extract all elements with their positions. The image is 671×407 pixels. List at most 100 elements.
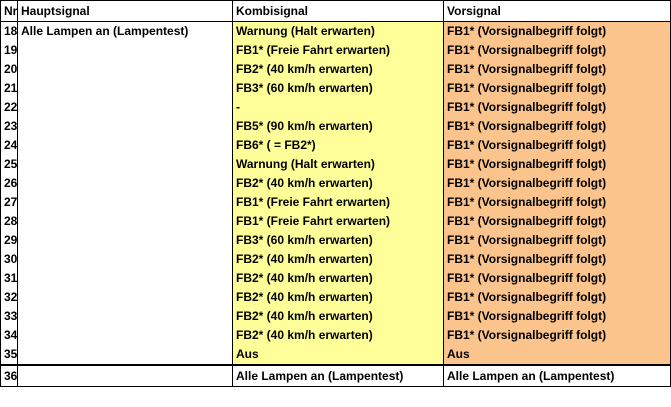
table-row: 25 Warnung (Halt erwarten) FB1* (Vorsignal…: [0, 155, 671, 174]
table-row: 34 FB2* (40 km/h erwarten) FB1* (Vorsignal…: [0, 326, 671, 345]
cell-nr: 22: [0, 98, 18, 117]
cell-kombisignal: Warnung (Halt erwarten): [232, 21, 444, 41]
cell-nr: 30: [0, 250, 18, 269]
cell-nr: 20: [0, 60, 18, 79]
cell-hauptsignal: [17, 231, 233, 250]
cell-vorsignal: FB1* (Vorsignalbegriff folgt): [443, 288, 671, 307]
cell-vorsignal: FB1* (Vorsignalbegriff folgt): [443, 212, 671, 231]
cell-hauptsignal: [17, 364, 233, 387]
header-vorsignal: Vorsignal: [443, 0, 671, 22]
cell-nr: 24: [0, 136, 18, 155]
table-row: 21 FB3* (60 km/h erwarten) FB1* (Vorsignal…: [0, 79, 671, 98]
table-row: 23 FB5* (90 km/h erwarten) FB1* (Vorsignal…: [0, 117, 671, 136]
table-row: 24 FB6* ( = FB2*) FB1* (Vorsignalbegriff f…: [0, 136, 671, 155]
cell-vorsignal: Alle Lampen an (Lampentest): [443, 364, 671, 387]
signal-table: Nr. Hauptsignal Kombisignal Vorsignal 18…: [0, 0, 671, 387]
cell-hauptsignal: [17, 41, 233, 60]
cell-vorsignal: FB1* (Vorsignalbegriff folgt): [443, 155, 671, 174]
header-hauptsignal: Hauptsignal: [17, 0, 233, 22]
cell-kombisignal: FB2* (40 km/h erwarten): [232, 250, 444, 269]
cell-kombisignal: FB1* (Freie Fahrt erwarten): [232, 41, 444, 60]
table-row: 19 FB1* (Freie Fahrt erwarten) FB1* (Vorsi…: [0, 41, 671, 60]
table-row: 32 FB2* (40 km/h erwarten) FB1* (Vorsignal…: [0, 288, 671, 307]
cell-kombisignal: FB2* (40 km/h erwarten): [232, 326, 444, 345]
cell-vorsignal: FB1* (Vorsignalbegriff folgt): [443, 21, 671, 41]
cell-nr: 18: [0, 21, 18, 41]
table-row: 31 FB2* (40 km/h erwarten) FB1* (Vorsignal…: [0, 269, 671, 288]
cell-hauptsignal: [17, 212, 233, 231]
cell-kombisignal: FB5* (90 km/h erwarten): [232, 117, 444, 136]
cell-hauptsignal: [17, 345, 233, 366]
cell-nr: 34: [0, 326, 18, 345]
cell-hauptsignal: [17, 307, 233, 326]
table-row: 22 - FB1* (Vorsignalbegriff folgt): [0, 98, 671, 117]
table-row: 26 FB2* (40 km/h erwarten) FB1* (Vorsignal…: [0, 174, 671, 193]
cell-vorsignal: FB1* (Vorsignalbegriff folgt): [443, 307, 671, 326]
table-row: 28 FB1* (Freie Fahrt erwarten) FB1* (Vorsi…: [0, 212, 671, 231]
cell-vorsignal: Aus: [443, 345, 671, 366]
cell-nr: 26: [0, 174, 18, 193]
cell-vorsignal: FB1* (Vorsignalbegriff folgt): [443, 41, 671, 60]
cell-hauptsignal: [17, 250, 233, 269]
cell-vorsignal: FB1* (Vorsignalbegriff folgt): [443, 117, 671, 136]
cell-hauptsignal: [17, 117, 233, 136]
table-row: 35 Aus Aus: [0, 345, 671, 366]
header-row: Nr. Hauptsignal Kombisignal Vorsignal: [0, 0, 671, 22]
table-footer: 36 Alle Lampen an (Lampentest) Alle Lamp…: [0, 364, 671, 387]
cell-vorsignal: FB1* (Vorsignalbegriff folgt): [443, 326, 671, 345]
cell-hauptsignal: [17, 60, 233, 79]
header-kombisignal: Kombisignal: [232, 0, 444, 22]
table-row: 30 FB2* (40 km/h erwarten) FB1* (Vorsignal…: [0, 250, 671, 269]
cell-vorsignal: FB1* (Vorsignalbegriff folgt): [443, 136, 671, 155]
cell-hauptsignal: [17, 98, 233, 117]
cell-nr: 28: [0, 212, 18, 231]
cell-kombisignal: FB2* (40 km/h erwarten): [232, 288, 444, 307]
table-body: 18 Alle Lampen an (Lampentest) Warnung (Ha…: [0, 21, 671, 366]
cell-vorsignal: FB1* (Vorsignalbegriff folgt): [443, 231, 671, 250]
cell-hauptsignal: [17, 174, 233, 193]
cell-vorsignal: FB1* (Vorsignalbegriff folgt): [443, 269, 671, 288]
cell-vorsignal: FB1* (Vorsignalbegriff folgt): [443, 250, 671, 269]
header-nr: Nr.: [0, 0, 18, 22]
cell-kombisignal: -: [232, 98, 444, 117]
cell-kombisignal: FB2* (40 km/h erwarten): [232, 174, 444, 193]
cell-nr: 33: [0, 307, 18, 326]
cell-kombisignal: FB3* (60 km/h erwarten): [232, 79, 444, 98]
cell-kombisignal: Aus: [232, 345, 444, 366]
cell-vorsignal: FB1* (Vorsignalbegriff folgt): [443, 98, 671, 117]
cell-nr: 31: [0, 269, 18, 288]
cell-vorsignal: FB1* (Vorsignalbegriff folgt): [443, 174, 671, 193]
cell-kombisignal: FB2* (40 km/h erwarten): [232, 307, 444, 326]
cell-hauptsignal: [17, 288, 233, 307]
table-row: 33 FB2* (40 km/h erwarten) FB1* (Vorsignal…: [0, 307, 671, 326]
cell-kombisignal: FB1* (Freie Fahrt erwarten): [232, 193, 444, 212]
cell-kombisignal: Warnung (Halt erwarten): [232, 155, 444, 174]
cell-nr: 36: [0, 364, 18, 387]
cell-nr: 32: [0, 288, 18, 307]
cell-nr: 29: [0, 231, 18, 250]
cell-hauptsignal: [17, 269, 233, 288]
table-row: 29 FB3* (60 km/h erwarten) FB1* (Vorsignal…: [0, 231, 671, 250]
cell-hauptsignal: [17, 155, 233, 174]
table-row: 20 FB2* (40 km/h erwarten) FB1* (Vorsignal…: [0, 60, 671, 79]
cell-nr: 25: [0, 155, 18, 174]
cell-hauptsignal: Alle Lampen an (Lampentest): [17, 21, 233, 41]
cell-hauptsignal: [17, 79, 233, 98]
cell-kombisignal: FB2* (40 km/h erwarten): [232, 60, 444, 79]
cell-kombisignal: FB2* (40 km/h erwarten): [232, 269, 444, 288]
cell-hauptsignal: [17, 193, 233, 212]
cell-hauptsignal: [17, 326, 233, 345]
cell-nr: 21: [0, 79, 18, 98]
cell-kombisignal: Alle Lampen an (Lampentest): [232, 364, 444, 387]
cell-vorsignal: FB1* (Vorsignalbegriff folgt): [443, 60, 671, 79]
cell-kombisignal: FB3* (60 km/h erwarten): [232, 231, 444, 250]
cell-hauptsignal: [17, 136, 233, 155]
table-row: 18 Alle Lampen an (Lampentest) Warnung (Ha…: [0, 21, 671, 41]
cell-nr: 27: [0, 193, 18, 212]
cell-kombisignal: FB1* (Freie Fahrt erwarten): [232, 212, 444, 231]
cell-nr: 35: [0, 345, 18, 366]
cell-kombisignal: FB6* ( = FB2*): [232, 136, 444, 155]
cell-vorsignal: FB1* (Vorsignalbegriff folgt): [443, 193, 671, 212]
cell-nr: 23: [0, 117, 18, 136]
table-row: 36 Alle Lampen an (Lampentest) Alle Lamp…: [0, 364, 671, 387]
